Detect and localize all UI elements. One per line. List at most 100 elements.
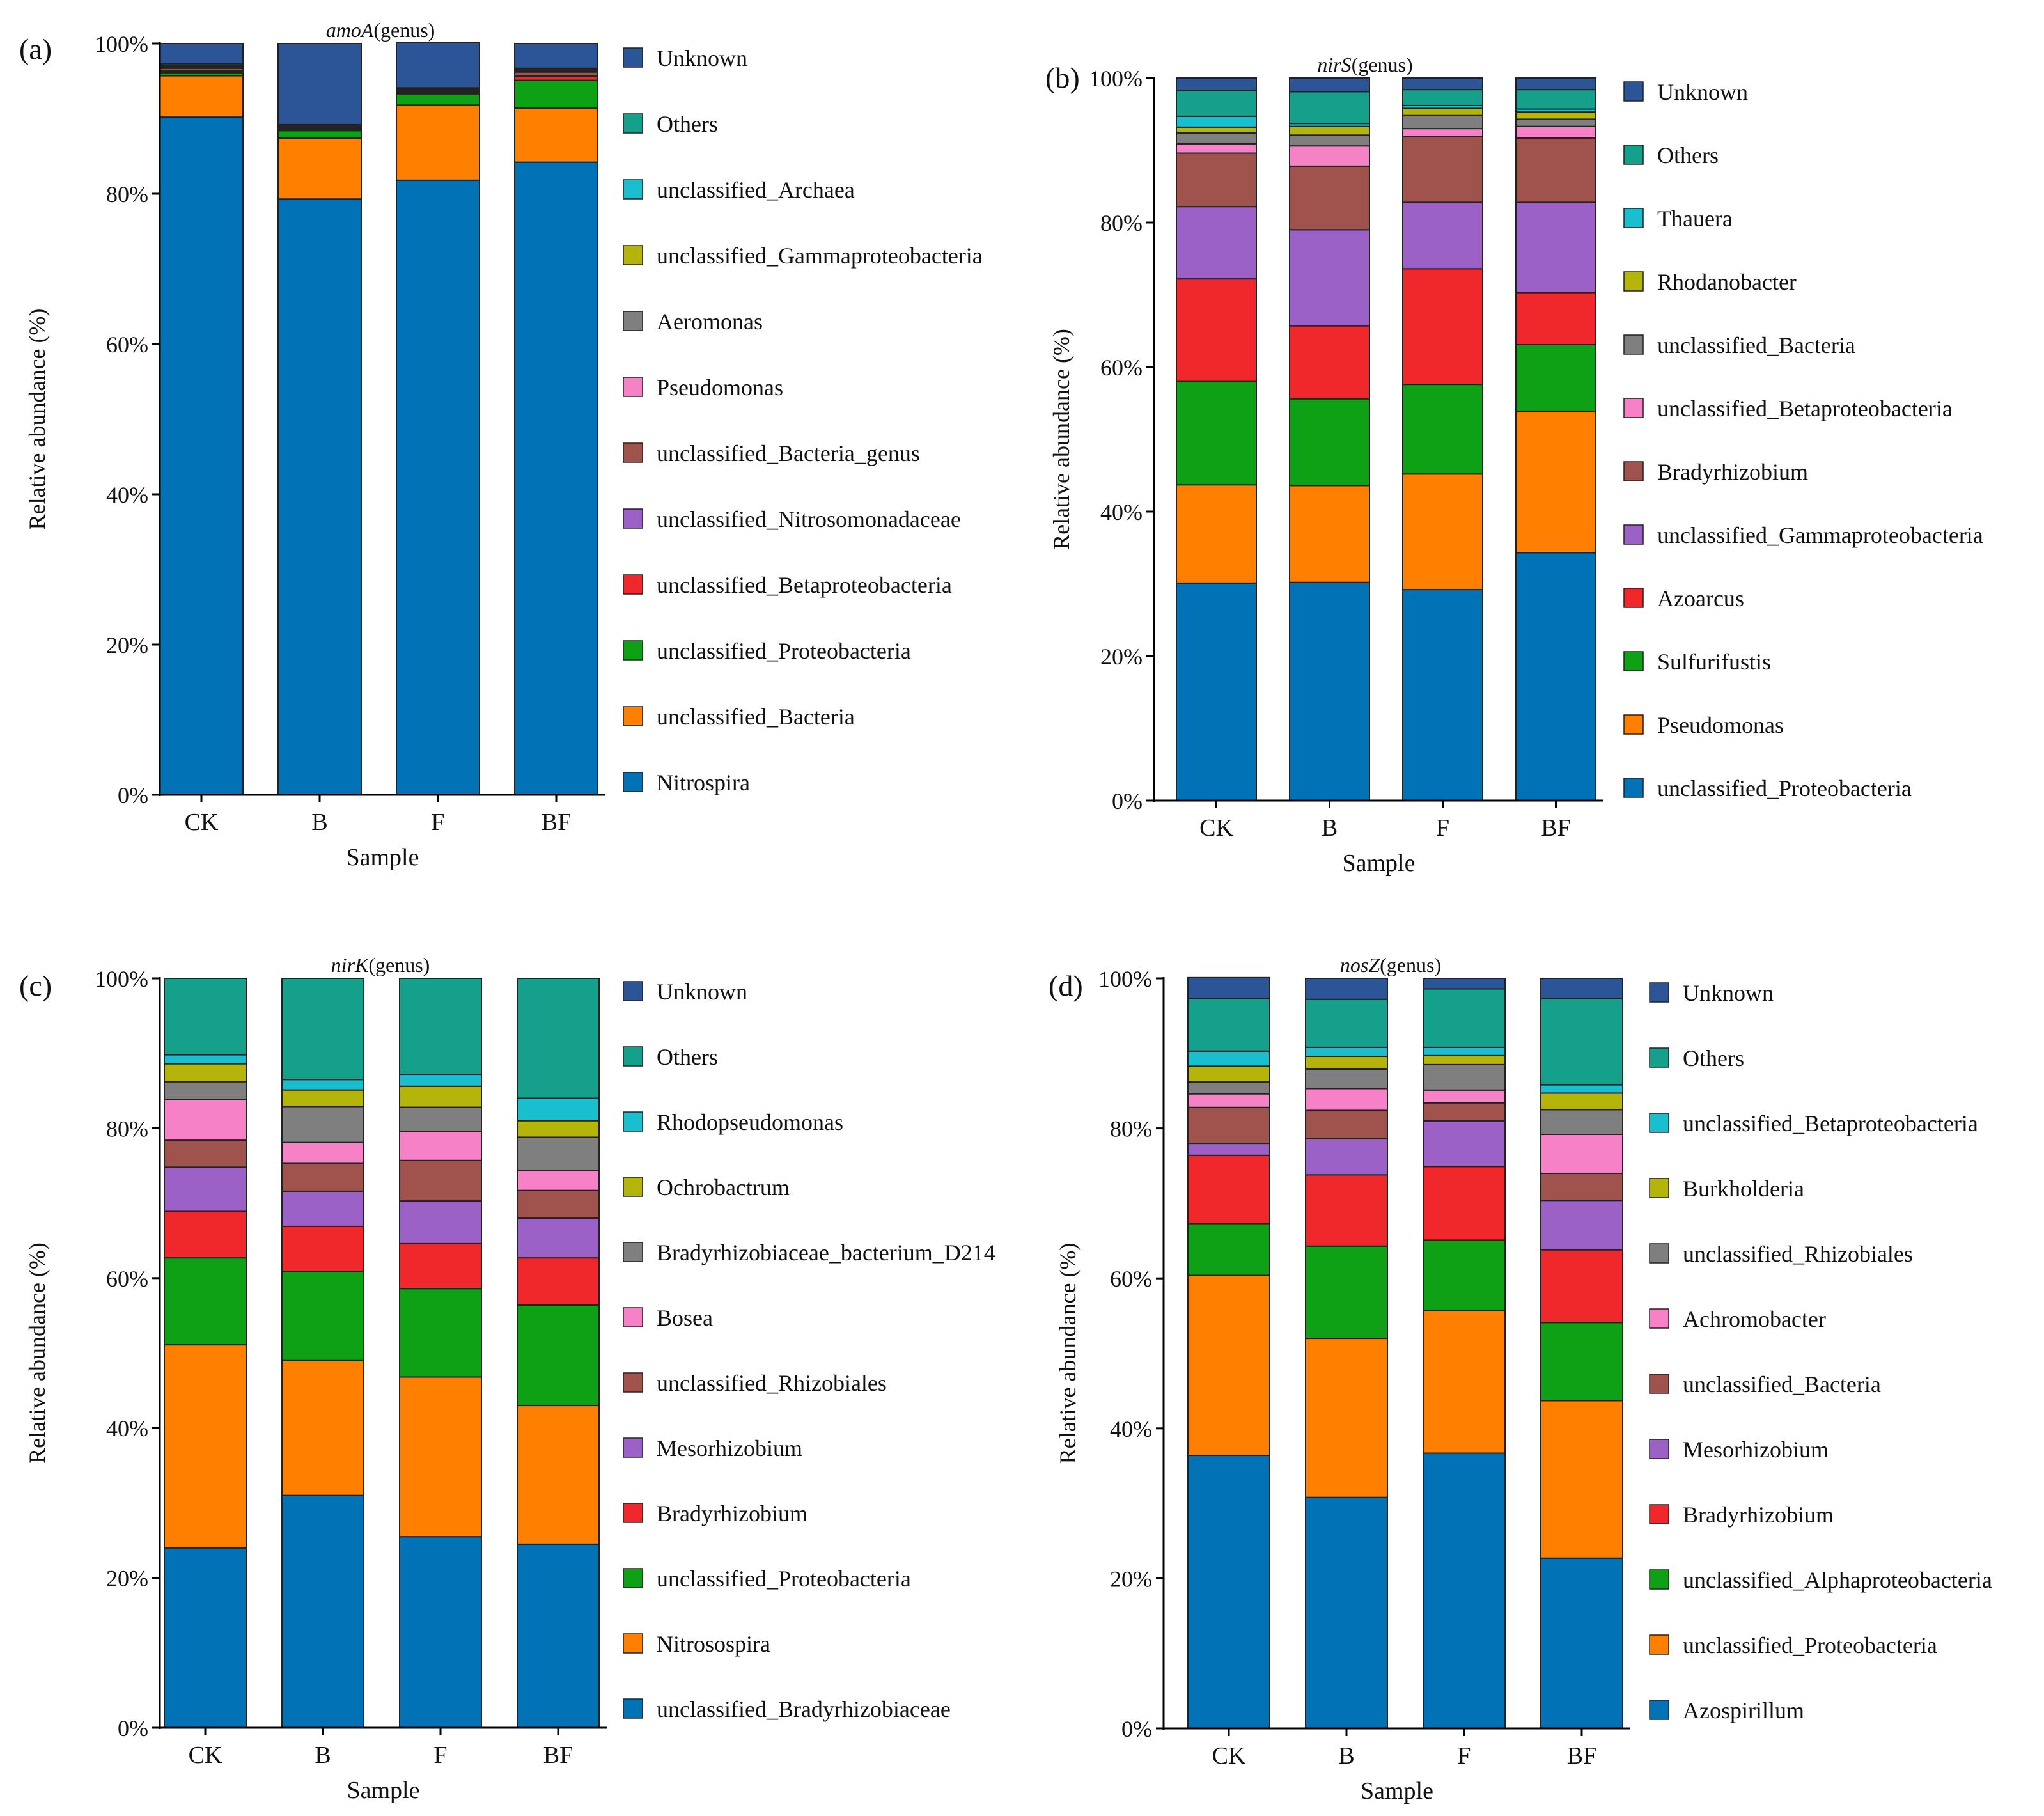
panel-label: (d) [1049, 969, 1083, 1002]
panel-label: (a) [19, 33, 52, 65]
bar-segment-F-unclassified_Proteobacteria [399, 1288, 482, 1378]
bar-segment-B-Nitrosospira [281, 1359, 364, 1496]
bar-segment-CK-unclassified_Rhizobiales [1187, 1081, 1270, 1095]
bar-segment-BF-Nitrospira [514, 161, 598, 795]
bar-segment-F-Nitrosospira [399, 1376, 482, 1538]
y-tick-label: 20% [106, 1566, 148, 1592]
bar-segment-CK-Achromobacter [1187, 1093, 1270, 1108]
legend-swatch-Pseudomonas [623, 377, 643, 397]
legend: Unknown Others unclassified_Betaproteobact… [1649, 980, 1992, 1723]
bar-segment-B-Unknown [1289, 77, 1370, 93]
bar-segment-BF-unclassified_Proteobacteria [1540, 1400, 1623, 1559]
legend: Unknown Others Rhodopseudomonas Ochrobactru… [623, 979, 995, 1722]
legend-entry: unclassified_Bacteria [1683, 1372, 1881, 1397]
bar-segment-F-Mesorhizobium [399, 1200, 482, 1244]
y-tick-label: 20% [106, 632, 148, 658]
legend: Unknown Others unclassified_Archaeaunclass… [623, 45, 983, 795]
bar-segment-BF-Others [1515, 89, 1596, 110]
legend-swatch-Burkholderia [1649, 1178, 1669, 1198]
y-tick-label: 60% [1110, 1266, 1152, 1292]
bar-segment-B-unclassified_Proteobacteria [1289, 581, 1370, 801]
y-tick-label: 0% [1112, 788, 1143, 814]
bar-segment-CK-unclassified_Bacteria [1176, 132, 1257, 145]
legend-swatch-Unknown [1623, 81, 1644, 102]
legend-entry: Aeromonas [657, 309, 763, 334]
x-tick-label: CK [1199, 815, 1233, 841]
legend-swatch-Pseudomonas [1623, 714, 1644, 735]
legend-entry: Nitrosospira [657, 1631, 770, 1657]
bar-segment-F-unclassified_Bradyrhizobiaceae [399, 1536, 482, 1728]
bar-segment-BF-unclassified_Bacteria [514, 107, 598, 163]
bar-segment-BF-Unknown [1540, 978, 1623, 999]
bar-segment-F-Others [1423, 988, 1506, 1048]
legend-swatch-Bradyrhizobium [1623, 461, 1644, 481]
legend-entry: Others [657, 1044, 718, 1070]
y-axis-title: Relative abundance (%) [24, 309, 50, 530]
legend-swatch-unclassified_Archaea [623, 179, 643, 200]
bar-segment-BF-Rhodanobacter [1515, 111, 1596, 120]
x-axis-title: Sample [347, 844, 419, 871]
legend-swatch-unclassified_Proteobacteria [623, 640, 643, 661]
bar-segment-B-Sulfurifustis [1289, 398, 1370, 487]
y-tick-label: 40% [1110, 1416, 1152, 1442]
chart-title-suffix: (genus) [368, 953, 430, 976]
bar-segment-CK-unclassified_Betaproteobacteria [1176, 143, 1257, 154]
bar-segment-BF-Bradyrhizobiaceae_bacterium_D214 [517, 1136, 600, 1171]
chart-title: amoA(genus) [326, 19, 435, 42]
legend-entry: Unknown [1683, 980, 1774, 1006]
legend-entry: unclassified_Betaproteobacteria [1683, 1111, 1978, 1136]
bar-segment-BF-unclassified_Proteobacteria [517, 1304, 600, 1407]
bar-segment-F-unclassified_Proteobacteria [1423, 1310, 1506, 1454]
bar-segment-F-Bradyrhizobium [1402, 136, 1483, 203]
legend-swatch-unclassified_Rhizobiales [1649, 1243, 1669, 1264]
bar-segment-B-unclassified_Alphaproteobacteria [1305, 1245, 1388, 1340]
x-tick-label: F [433, 1742, 447, 1769]
bar-segment-B-Mesorhizobium [281, 1190, 364, 1227]
legend-swatch-Ochrobactrum [623, 1177, 643, 1197]
bar-segment-BF-unclassified_Rhizobiales [1540, 1109, 1623, 1135]
bar-segment-F-Bradyrhizobium [1423, 1166, 1506, 1241]
legend-entry: unclassified_Bacteria_genus [657, 441, 920, 466]
x-tick-label: B [1338, 1742, 1354, 1769]
legend-entry: Nitrospira [657, 770, 750, 795]
legend-swatch-Others [1623, 145, 1644, 165]
bar-segment-CK-Unknown [1187, 976, 1270, 999]
bar-segment-CK-Bradyrhizobium [1176, 152, 1257, 208]
x-tick-label: CK [189, 1742, 222, 1769]
panel-label: (c) [19, 969, 52, 1002]
bar-segment-CK-Unknown [159, 43, 244, 65]
chart-title-gene: nirK [331, 953, 370, 976]
legend-swatch-Bosea [623, 1307, 643, 1327]
bar-segment-B-Pseudomonas [1289, 485, 1370, 583]
legend-swatch-unclassified_Proteobacteria [1649, 1634, 1669, 1655]
legend-swatch-Unknown [623, 47, 643, 68]
legend-entry: Pseudomonas [1657, 712, 1784, 738]
legend-entry: Unknown [657, 45, 747, 71]
bar-segment-B-Achromobacter [1305, 1088, 1388, 1111]
y-tick-label: 100% [95, 31, 148, 57]
legend-swatch-Azospirillum [1649, 1700, 1669, 1720]
legend-swatch-unclassified_Bacteria [623, 706, 643, 726]
bar-segment-BF-Unknown [1515, 77, 1596, 91]
bar-segment-CK-unclassified_Proteobacteria [1187, 1274, 1270, 1457]
bar-segment-F-unclassified_Bacteria [396, 104, 480, 181]
bar-segment-CK-Others [164, 978, 247, 1056]
legend-entry: Azospirillum [1683, 1698, 1804, 1723]
bar-segment-CK-Nitrospira [159, 116, 244, 795]
chart-title: nirK(genus) [331, 953, 430, 976]
bar-segment-F-unclassified_Betaproteobacteria [1423, 1046, 1506, 1056]
legend-swatch-Unknown [623, 981, 643, 1001]
bar-segment-BF-unclassified_Gammaproteobacteria [1515, 201, 1596, 294]
legend-entry: Thauera [1657, 206, 1733, 231]
legend-swatch-unclassified_Proteobacteria [623, 1568, 643, 1588]
bar-segment-BF-unclassified_Alphaproteobacteria [1540, 1322, 1623, 1402]
bar-segment-F-Bradyrhizobiaceae_bacterium_D214 [399, 1106, 482, 1132]
legend-entry: Azoarcus [1657, 586, 1744, 611]
legend-swatch-Mesorhizobium [1649, 1439, 1669, 1459]
chart-title-suffix: (genus) [1380, 953, 1441, 976]
bar-segment-CK-unclassified_Alphaproteobacteria [1187, 1223, 1270, 1276]
x-axis-title: Sample [347, 1777, 420, 1804]
bar-segment-F-Others [399, 978, 482, 1076]
bar-segment-F-Unknown [396, 42, 480, 89]
bar-segment-CK-unclassified_Proteobacteria [1176, 582, 1257, 801]
